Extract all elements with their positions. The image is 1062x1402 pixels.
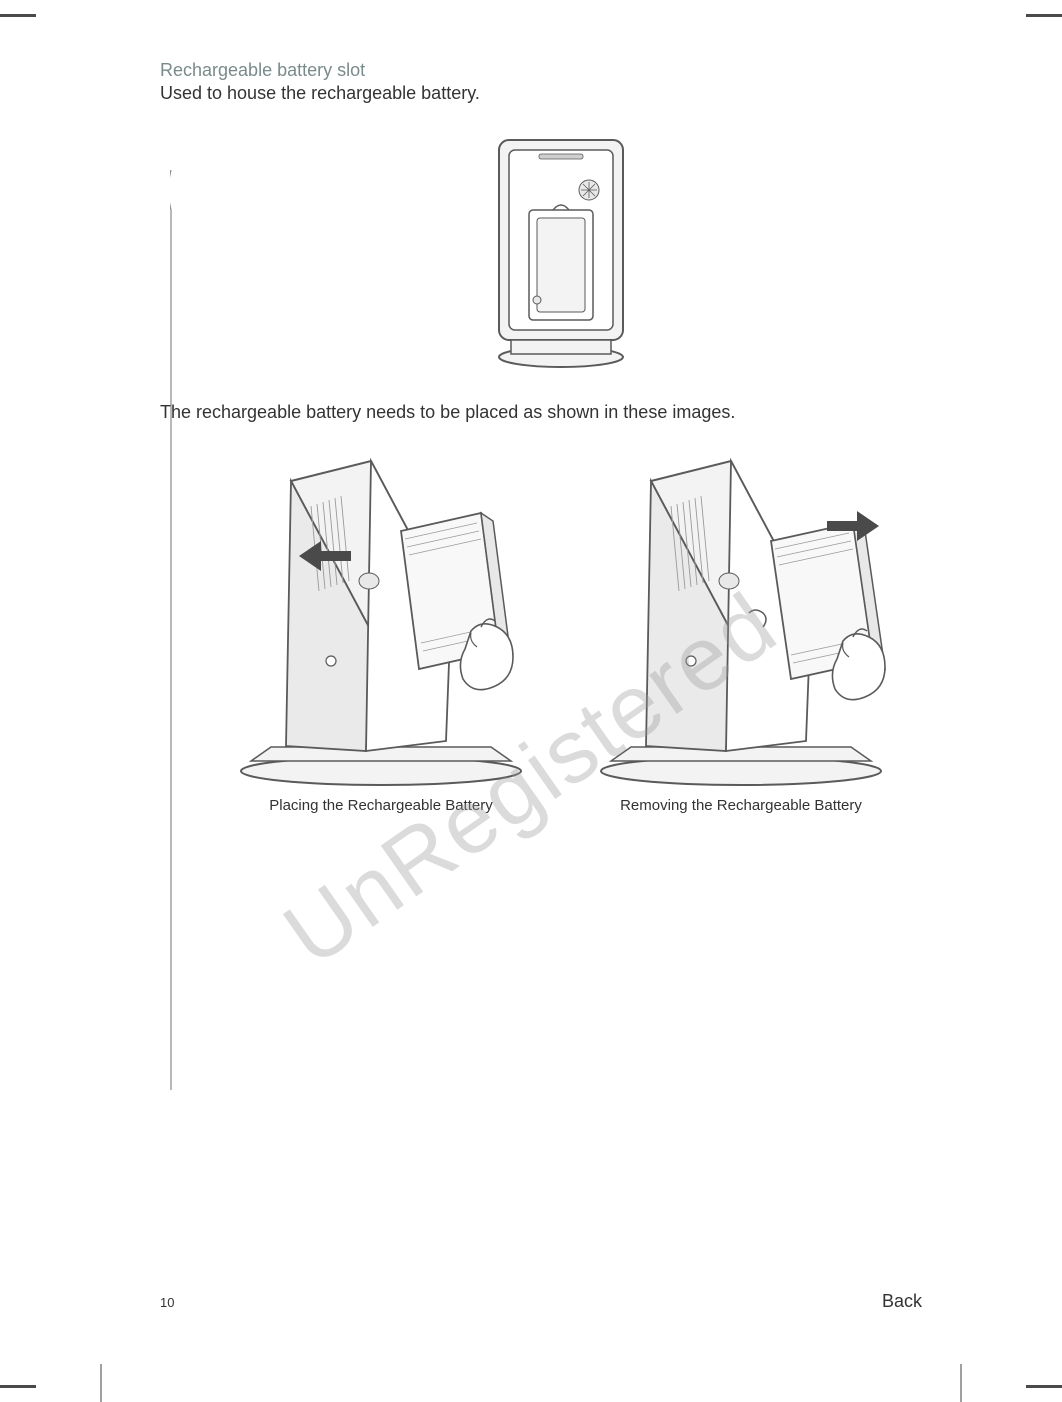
change-bar [170, 170, 172, 1090]
figure-removing: Removing the Rechargeable Battery [581, 451, 901, 814]
figure-caption: Removing the Rechargeable Battery [620, 797, 862, 814]
section-title: Rechargeable battery slot [160, 60, 962, 81]
figure-caption: Placing the Rechargeable Battery [269, 797, 492, 814]
footer-label: Back [882, 1291, 922, 1312]
removing-battery-illustration [581, 451, 901, 791]
page-number: 10 [160, 1295, 174, 1310]
figure-battery-slot [160, 132, 962, 372]
placing-battery-illustration [221, 451, 541, 791]
section-description: Used to house the rechargeable battery. [160, 83, 962, 104]
device-rear-illustration [481, 132, 641, 372]
instruction-text: The rechargeable battery needs to be pla… [160, 402, 962, 423]
page-footer: 10 Back [160, 1291, 922, 1312]
figures-row: Placing the Rechargeable Battery [160, 451, 962, 814]
document-page: Rechargeable battery slot Used to house … [0, 0, 1062, 1402]
figure-placing: Placing the Rechargeable Battery [221, 451, 541, 814]
